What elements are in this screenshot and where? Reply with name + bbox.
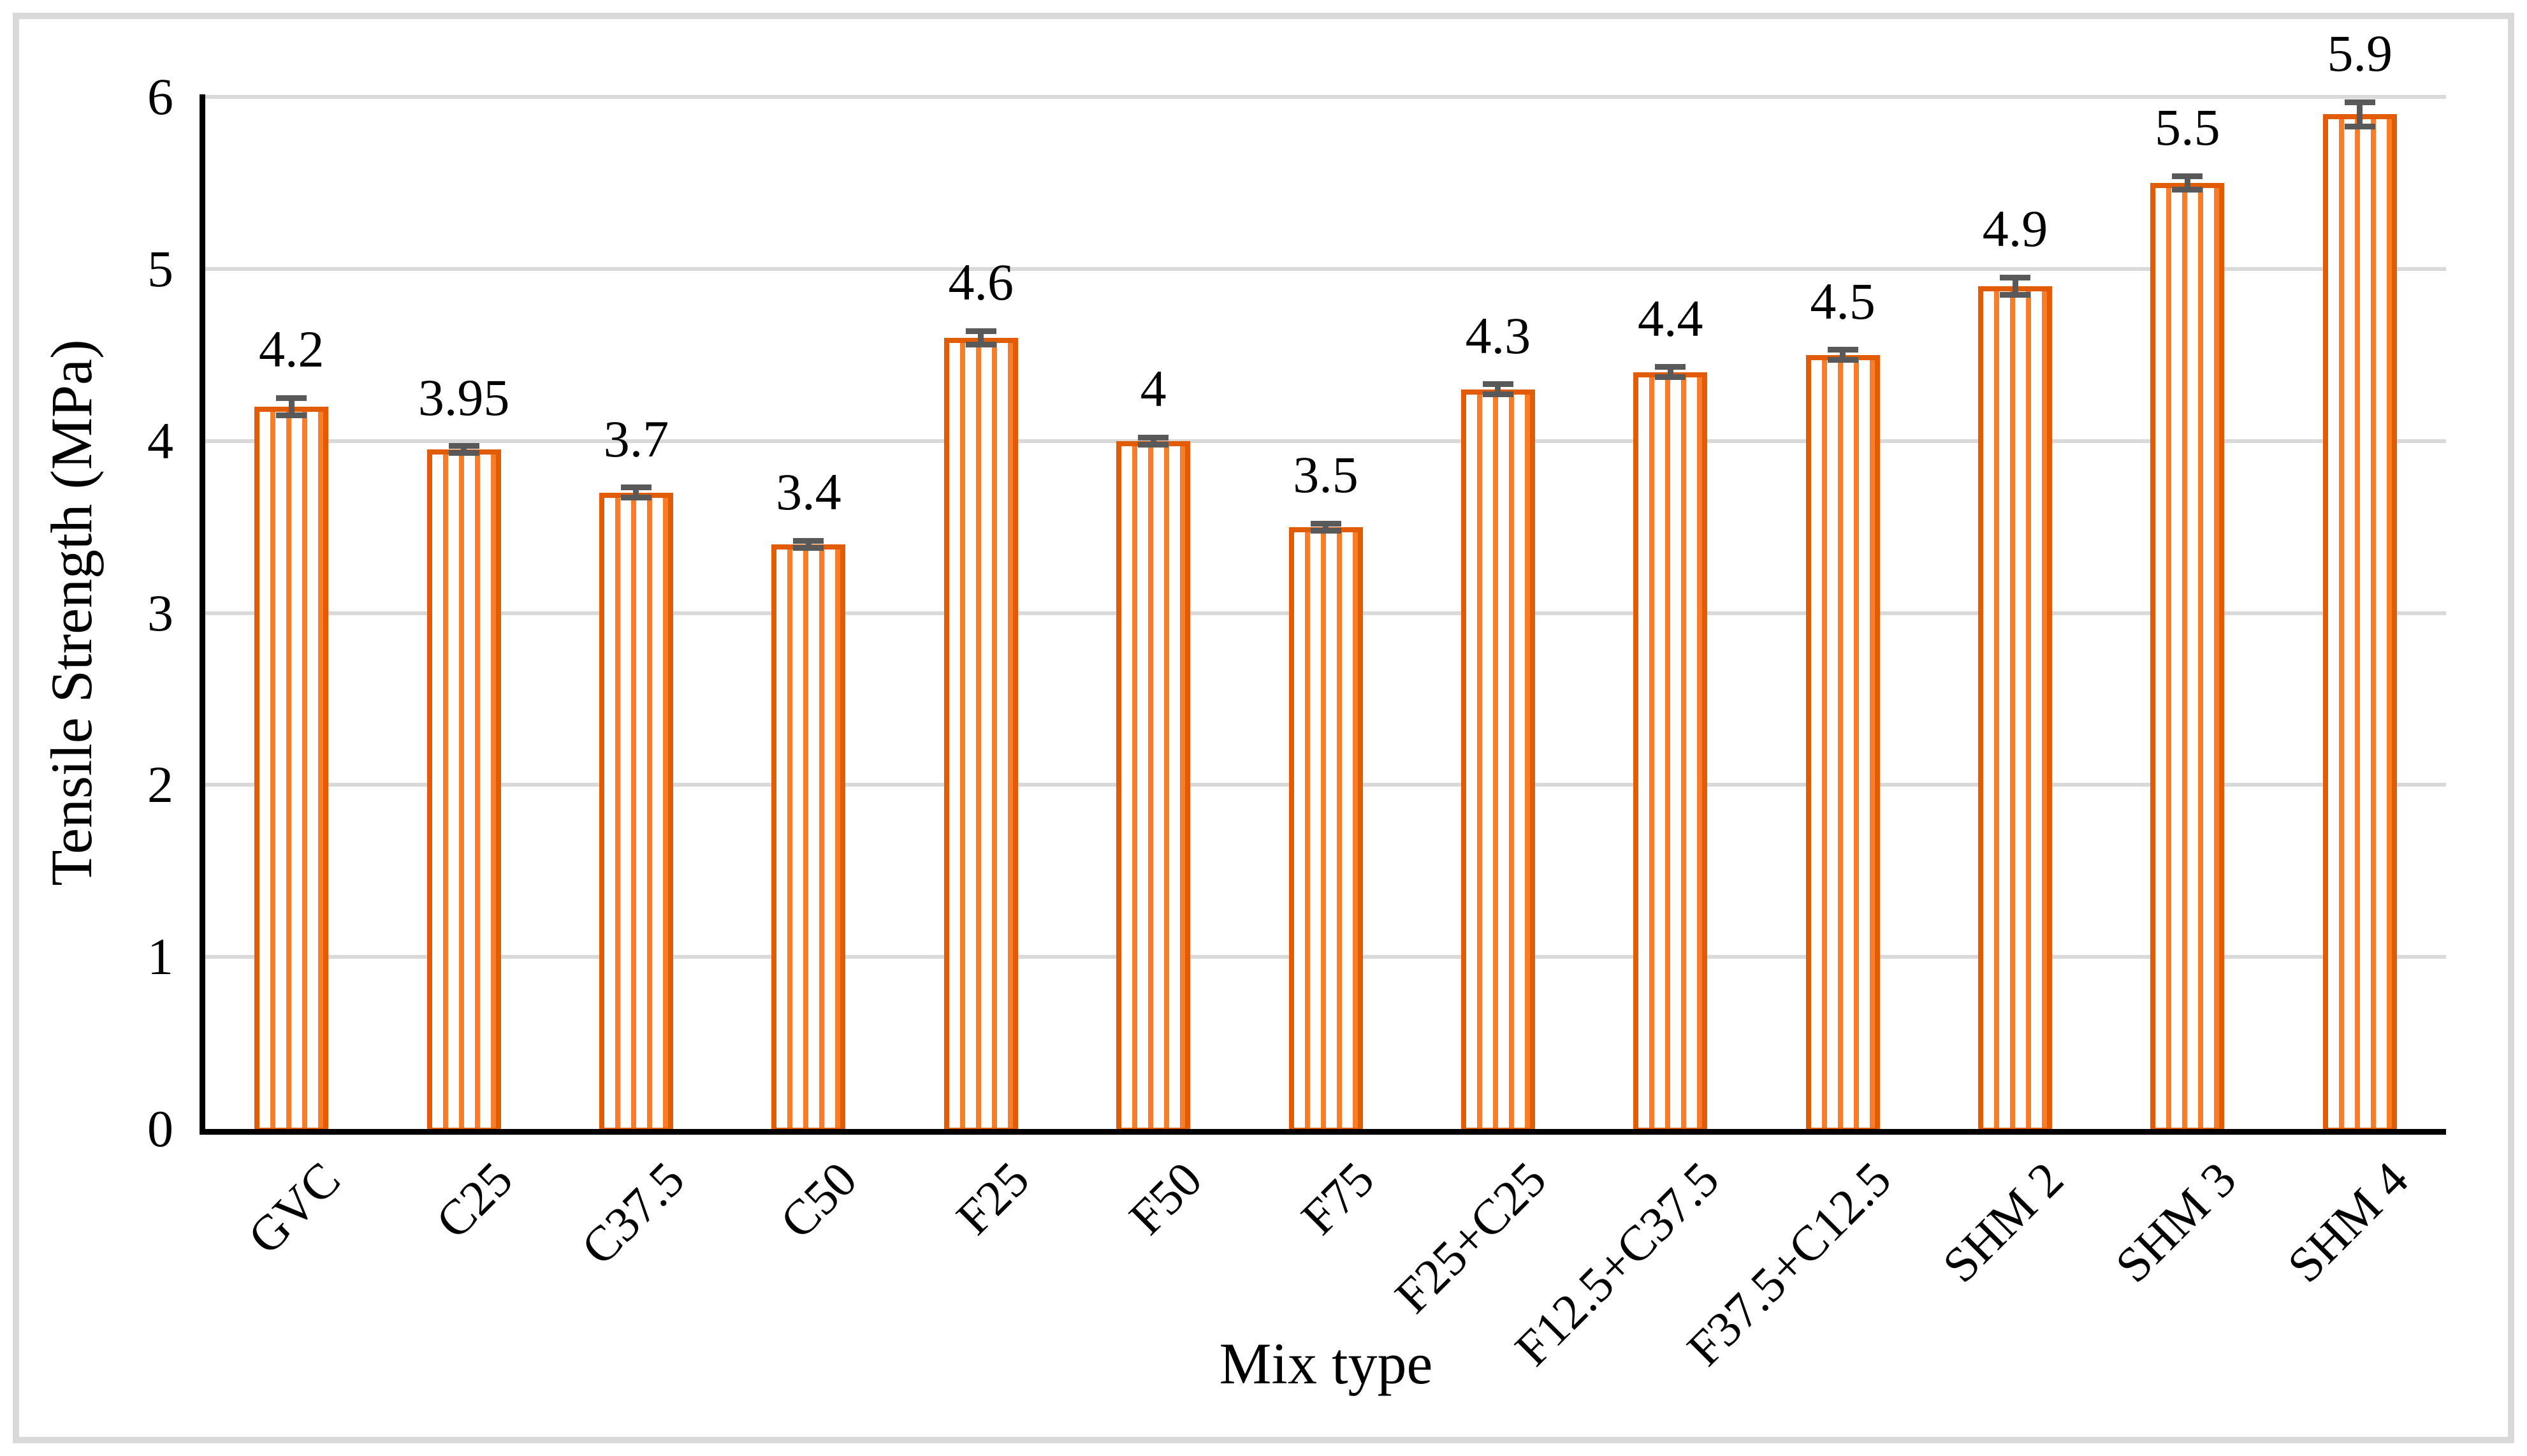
error-bar-stem [633, 487, 639, 498]
x-tick-label: F25 [945, 1151, 1040, 1246]
error-bar-stem [805, 541, 812, 548]
error-bar-cap [1310, 520, 1341, 527]
error-bar-cap [1827, 357, 1858, 363]
y-axis-title: Tensile Strength (MPa) [39, 339, 104, 886]
error-bar-stem [1495, 384, 1501, 395]
error-bar-cap [965, 342, 996, 348]
error-bar-cap [2000, 274, 2031, 280]
error-bar-stem [1840, 349, 1846, 360]
error-bar-cap [1655, 374, 1686, 381]
error-bar-cap [448, 450, 479, 456]
bar-value-label: 4.9 [1982, 200, 2048, 258]
bar-value-label: 4 [1140, 360, 1167, 418]
error-bar-cap [1827, 347, 1858, 353]
y-tick-label: 6 [147, 68, 173, 126]
x-tick-label: SHM 2 [1932, 1151, 2074, 1293]
error-bar-cap [620, 484, 652, 491]
bar-value-label: 4.4 [1638, 289, 1703, 347]
error-bar-stem [461, 446, 467, 453]
gridline [205, 439, 2446, 443]
error-bar-stem [1150, 437, 1156, 445]
error-bar-stem [288, 398, 295, 416]
error-bar-cap [1482, 381, 1513, 388]
x-tick-label: SHM 3 [2104, 1151, 2247, 1293]
error-bar-cap [793, 537, 824, 544]
bar [426, 449, 501, 1133]
error-bar-cap [2172, 173, 2203, 179]
error-bar-stem [978, 331, 984, 345]
error-bar-cap [2172, 187, 2203, 193]
bar [1460, 389, 1535, 1133]
error-bar-cap [620, 495, 652, 501]
bar [943, 337, 1018, 1133]
y-tick-label: 4 [147, 411, 173, 470]
error-bar-stem [1323, 523, 1329, 531]
error-bar-stem [2357, 102, 2363, 127]
x-tick-label: C37.5 [571, 1151, 695, 1276]
bar [771, 544, 846, 1133]
bar [599, 492, 673, 1133]
bar [2322, 114, 2397, 1133]
error-bar-cap [965, 328, 996, 334]
error-bar-cap [2344, 99, 2375, 105]
bar-value-label: 4.6 [948, 253, 1014, 312]
error-bar-cap [793, 544, 824, 551]
y-tick-label: 0 [147, 1100, 173, 1158]
gridline [205, 95, 2446, 99]
x-tick-label: SHM 4 [2276, 1151, 2419, 1293]
error-bar-stem [2012, 277, 2018, 295]
y-tick-label: 1 [147, 928, 173, 986]
x-tick-label: F25+C25 [1384, 1151, 1557, 1324]
error-bar-cap [1138, 434, 1169, 440]
bar-value-label: 4.3 [1465, 306, 1531, 365]
bar [1978, 286, 2053, 1133]
bar [1805, 354, 1880, 1133]
y-tick-label: 3 [147, 583, 173, 642]
x-tick-label: F50 [1118, 1151, 1213, 1246]
bar [1633, 372, 1708, 1133]
bar-value-label: 5.5 [2155, 98, 2220, 157]
error-bar-cap [276, 395, 307, 401]
error-bar-cap [448, 443, 479, 449]
error-bar-cap [2000, 291, 2031, 298]
x-axis-title: Mix type [1219, 1331, 1433, 1396]
bar-value-label: 3.5 [1293, 446, 1358, 504]
bar-value-label: 3.7 [603, 409, 669, 468]
x-tick-label: GVC [237, 1151, 351, 1265]
gridline [205, 267, 2446, 271]
bar [1116, 440, 1191, 1133]
error-bar-stem [1667, 367, 1673, 377]
bar-value-label: 4.2 [258, 320, 324, 379]
bar [1288, 527, 1363, 1133]
y-tick-label: 2 [147, 755, 173, 814]
error-bar-cap [276, 412, 307, 418]
y-axis-line [200, 94, 205, 1135]
error-bar-cap [2344, 123, 2375, 129]
error-bar-cap [1655, 364, 1686, 370]
x-tick-label: C25 [425, 1151, 523, 1249]
x-tick-label: F75 [1290, 1151, 1385, 1246]
x-tick-label: C50 [769, 1151, 868, 1249]
error-bar-stem [2184, 176, 2190, 190]
bar-value-label: 3.4 [776, 463, 841, 521]
bar-value-label: 5.9 [2327, 24, 2393, 83]
error-bar-cap [1310, 527, 1341, 534]
bar [2150, 183, 2225, 1133]
error-bar-cap [1138, 441, 1169, 448]
bar-value-label: 3.95 [418, 368, 510, 426]
error-bar-cap [1482, 391, 1513, 398]
y-tick-label: 5 [147, 240, 173, 298]
bar-value-label: 4.5 [1810, 272, 1875, 330]
bar [254, 406, 329, 1133]
x-axis-line [200, 1129, 2446, 1135]
